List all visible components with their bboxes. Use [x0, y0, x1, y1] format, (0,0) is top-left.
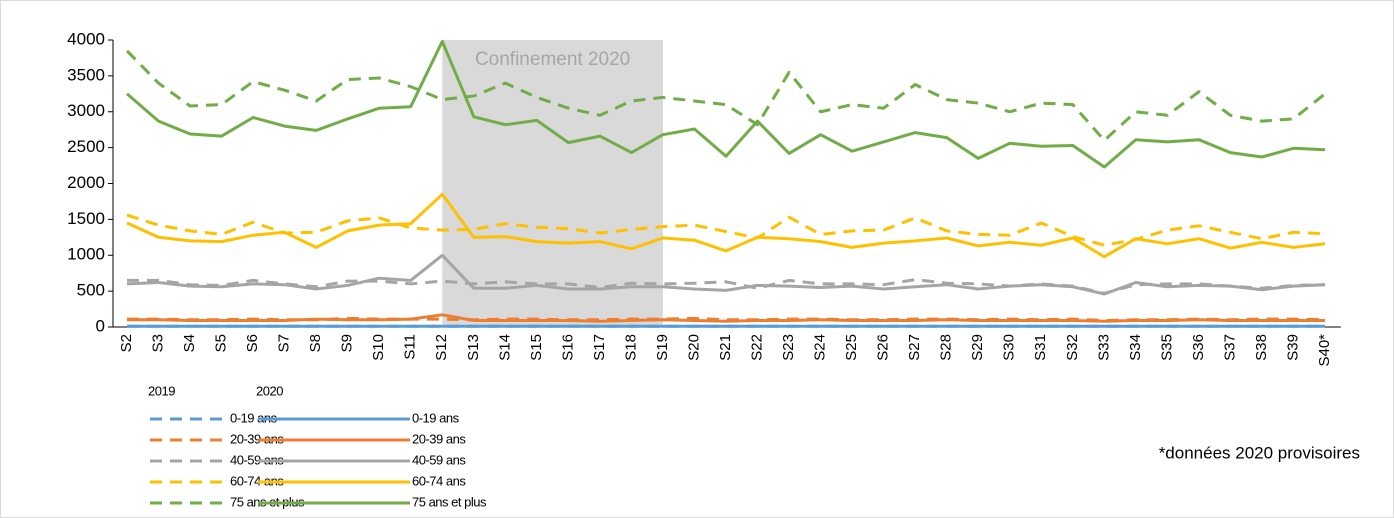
x-tick-label: S37	[1221, 334, 1238, 361]
legend-label: 20-39 ans	[230, 431, 284, 446]
x-tick-label: S22	[748, 334, 765, 361]
x-tick-label: S13	[465, 334, 482, 361]
y-tick-label: 4000	[67, 29, 105, 48]
y-tick-label: 0	[96, 316, 105, 335]
x-tick-label: S36	[1190, 334, 1207, 361]
x-tick-label: S10	[370, 334, 387, 361]
x-tick-label: S19	[654, 334, 671, 361]
line-solid	[127, 313, 1325, 323]
y-tick-label: 500	[77, 281, 105, 300]
x-tick-label: S40*	[1316, 334, 1333, 367]
x-tick-label: S33	[1095, 334, 1112, 361]
x-tick-label: S31	[1032, 334, 1049, 361]
x-tick-label: S32	[1064, 334, 1081, 361]
legend-label: 60-74 ans	[412, 473, 466, 488]
x-tick-label: S3	[149, 334, 166, 352]
x-tick-label: S29	[969, 334, 986, 361]
line-dashed	[125, 49, 1326, 142]
y-tick-label: 3000	[67, 101, 105, 120]
x-tick-label: S4	[181, 334, 198, 352]
line-dashed	[126, 213, 1326, 247]
legend-label: 40-59 ans	[230, 452, 284, 467]
x-tick-label: S34	[1127, 334, 1144, 361]
x-tick-label: S25	[843, 334, 860, 361]
line-solid	[126, 192, 1326, 259]
legend-title: 2020	[256, 383, 283, 398]
x-tick-label: S15	[528, 334, 545, 361]
x-tick-label: S17	[591, 334, 608, 361]
y-tick-label: 2500	[67, 137, 105, 156]
x-tick-label: S28	[938, 334, 955, 361]
x-tick-label: S27	[906, 334, 923, 361]
x-tick-label: S2	[118, 334, 135, 352]
x-tick-label: S8	[307, 334, 324, 352]
x-tick-label: S30	[1001, 334, 1018, 361]
x-tick-label: S9	[339, 334, 356, 352]
legend-label: 75 ans et plus	[412, 494, 487, 509]
legend-title: 2019	[148, 383, 175, 398]
x-tick-label: S23	[780, 334, 797, 361]
x-tick-label: S26	[875, 334, 892, 361]
shade-label: Confinement 2020	[475, 49, 630, 70]
x-tick-label: S12	[433, 334, 450, 361]
x-tick-label: S5	[213, 334, 230, 352]
y-tick-label: 3500	[67, 65, 105, 84]
x-tick-label: S35	[1158, 334, 1175, 361]
x-tick-label: S24	[812, 334, 829, 361]
x-tick-label: S39	[1284, 334, 1301, 361]
legend-label: 60-74 ans	[230, 473, 284, 488]
x-tick-label: S16	[559, 334, 576, 361]
legend-label: 0-19 ans	[230, 410, 278, 425]
x-tick-label: S21	[717, 334, 734, 361]
line-solid	[126, 253, 1326, 296]
legend-label: 20-39 ans	[412, 431, 466, 446]
x-tick-label: S6	[244, 334, 261, 352]
x-tick-label: S11	[402, 334, 419, 360]
y-tick-label: 1500	[67, 209, 105, 228]
legend-label: 40-59 ans	[412, 452, 466, 467]
y-tick-label: 1000	[67, 245, 105, 264]
line-solid	[126, 39, 1326, 169]
x-tick-label: S18	[622, 334, 639, 361]
y-tick-label: 2000	[67, 173, 105, 192]
x-tick-label: S14	[496, 334, 513, 361]
x-tick-label: S38	[1253, 334, 1270, 361]
legend-label: 0-19 ans	[412, 410, 460, 425]
x-tick-label: S7	[276, 334, 293, 352]
lockdown-shade	[442, 40, 663, 327]
x-tick-label: S20	[685, 334, 702, 361]
footnote: *données 2020 provisoires	[1159, 443, 1360, 462]
